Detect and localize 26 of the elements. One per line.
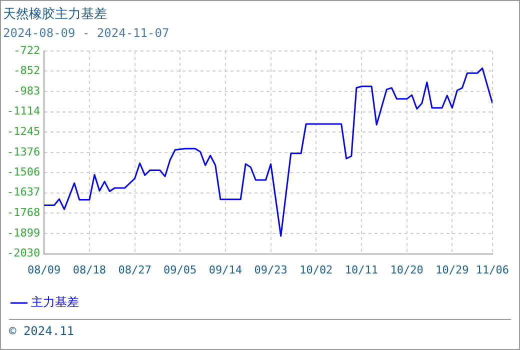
y-tick-label: -722 [14,44,40,57]
x-tick-label: 08/27 [118,263,152,276]
chart-title: 天然橡胶主力基差 [3,6,107,22]
y-tick-label: -852 [14,64,40,78]
x-tick-label: 10/11 [344,263,378,276]
text: © 2024.11 [9,324,74,338]
legend-label: 主力基差 [31,295,79,310]
y-tick-label: -1245 [6,124,40,138]
y-tick-label: -1114 [6,104,40,118]
y-tick-label: -2030 [6,246,40,260]
x-tick-label: 10/20 [390,263,424,276]
x-tick-label: 08/09 [28,263,61,276]
y-tick-label: -983 [14,84,40,98]
x-tick-label: 09/14 [208,263,242,276]
y-tick-label: -1768 [6,206,40,220]
x-tick-label: 09/05 [164,263,197,276]
x-tick-label: 10/02 [300,263,333,276]
x-tick-label: 10/29 [436,263,469,276]
y-tick-label: -1899 [6,226,40,240]
x-tick-label: 09/23 [254,263,288,276]
y-tick-label: -1376 [6,145,40,158]
x-tick-label: 08/18 [72,263,106,276]
y-tick-label: -1637 [6,186,40,199]
x-tick-label: 11/06 [476,263,510,276]
y-tick-label: -1506 [6,165,40,178]
chart-subtitle: 2024-08-09 - 2024-11-07 [3,26,170,40]
